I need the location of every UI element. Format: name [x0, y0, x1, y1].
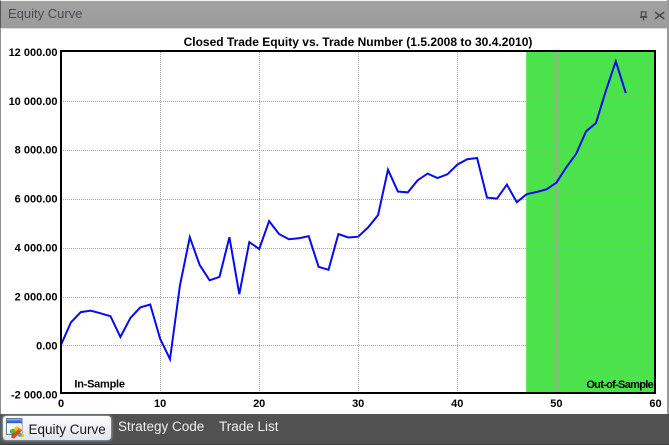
svg-text:60: 60 — [649, 398, 661, 410]
svg-text:30: 30 — [352, 398, 364, 410]
svg-text:0: 0 — [58, 398, 64, 410]
svg-text:10 000.00: 10 000.00 — [9, 96, 58, 108]
svg-text:2 000.00: 2 000.00 — [15, 292, 58, 304]
svg-text:50: 50 — [550, 398, 562, 410]
svg-text:12 000.00: 12 000.00 — [9, 47, 58, 59]
svg-text:-2 000.00: -2 000.00 — [11, 389, 57, 401]
svg-text:In-Sample: In-Sample — [74, 379, 124, 391]
svg-text:Out-of-Sample: Out-of-Sample — [586, 379, 653, 391]
svg-text:40: 40 — [451, 398, 463, 410]
svg-text:10: 10 — [154, 398, 166, 410]
svg-text:Closed Trade Equity vs. Trade: Closed Trade Equity vs. Trade Number (1.… — [184, 35, 533, 49]
svg-text:6 000.00: 6 000.00 — [15, 194, 58, 206]
svg-text:8 000.00: 8 000.00 — [15, 145, 58, 157]
svg-text:4 000.00: 4 000.00 — [15, 243, 58, 255]
svg-text:0.00: 0.00 — [36, 340, 57, 352]
svg-text:20: 20 — [253, 398, 265, 410]
